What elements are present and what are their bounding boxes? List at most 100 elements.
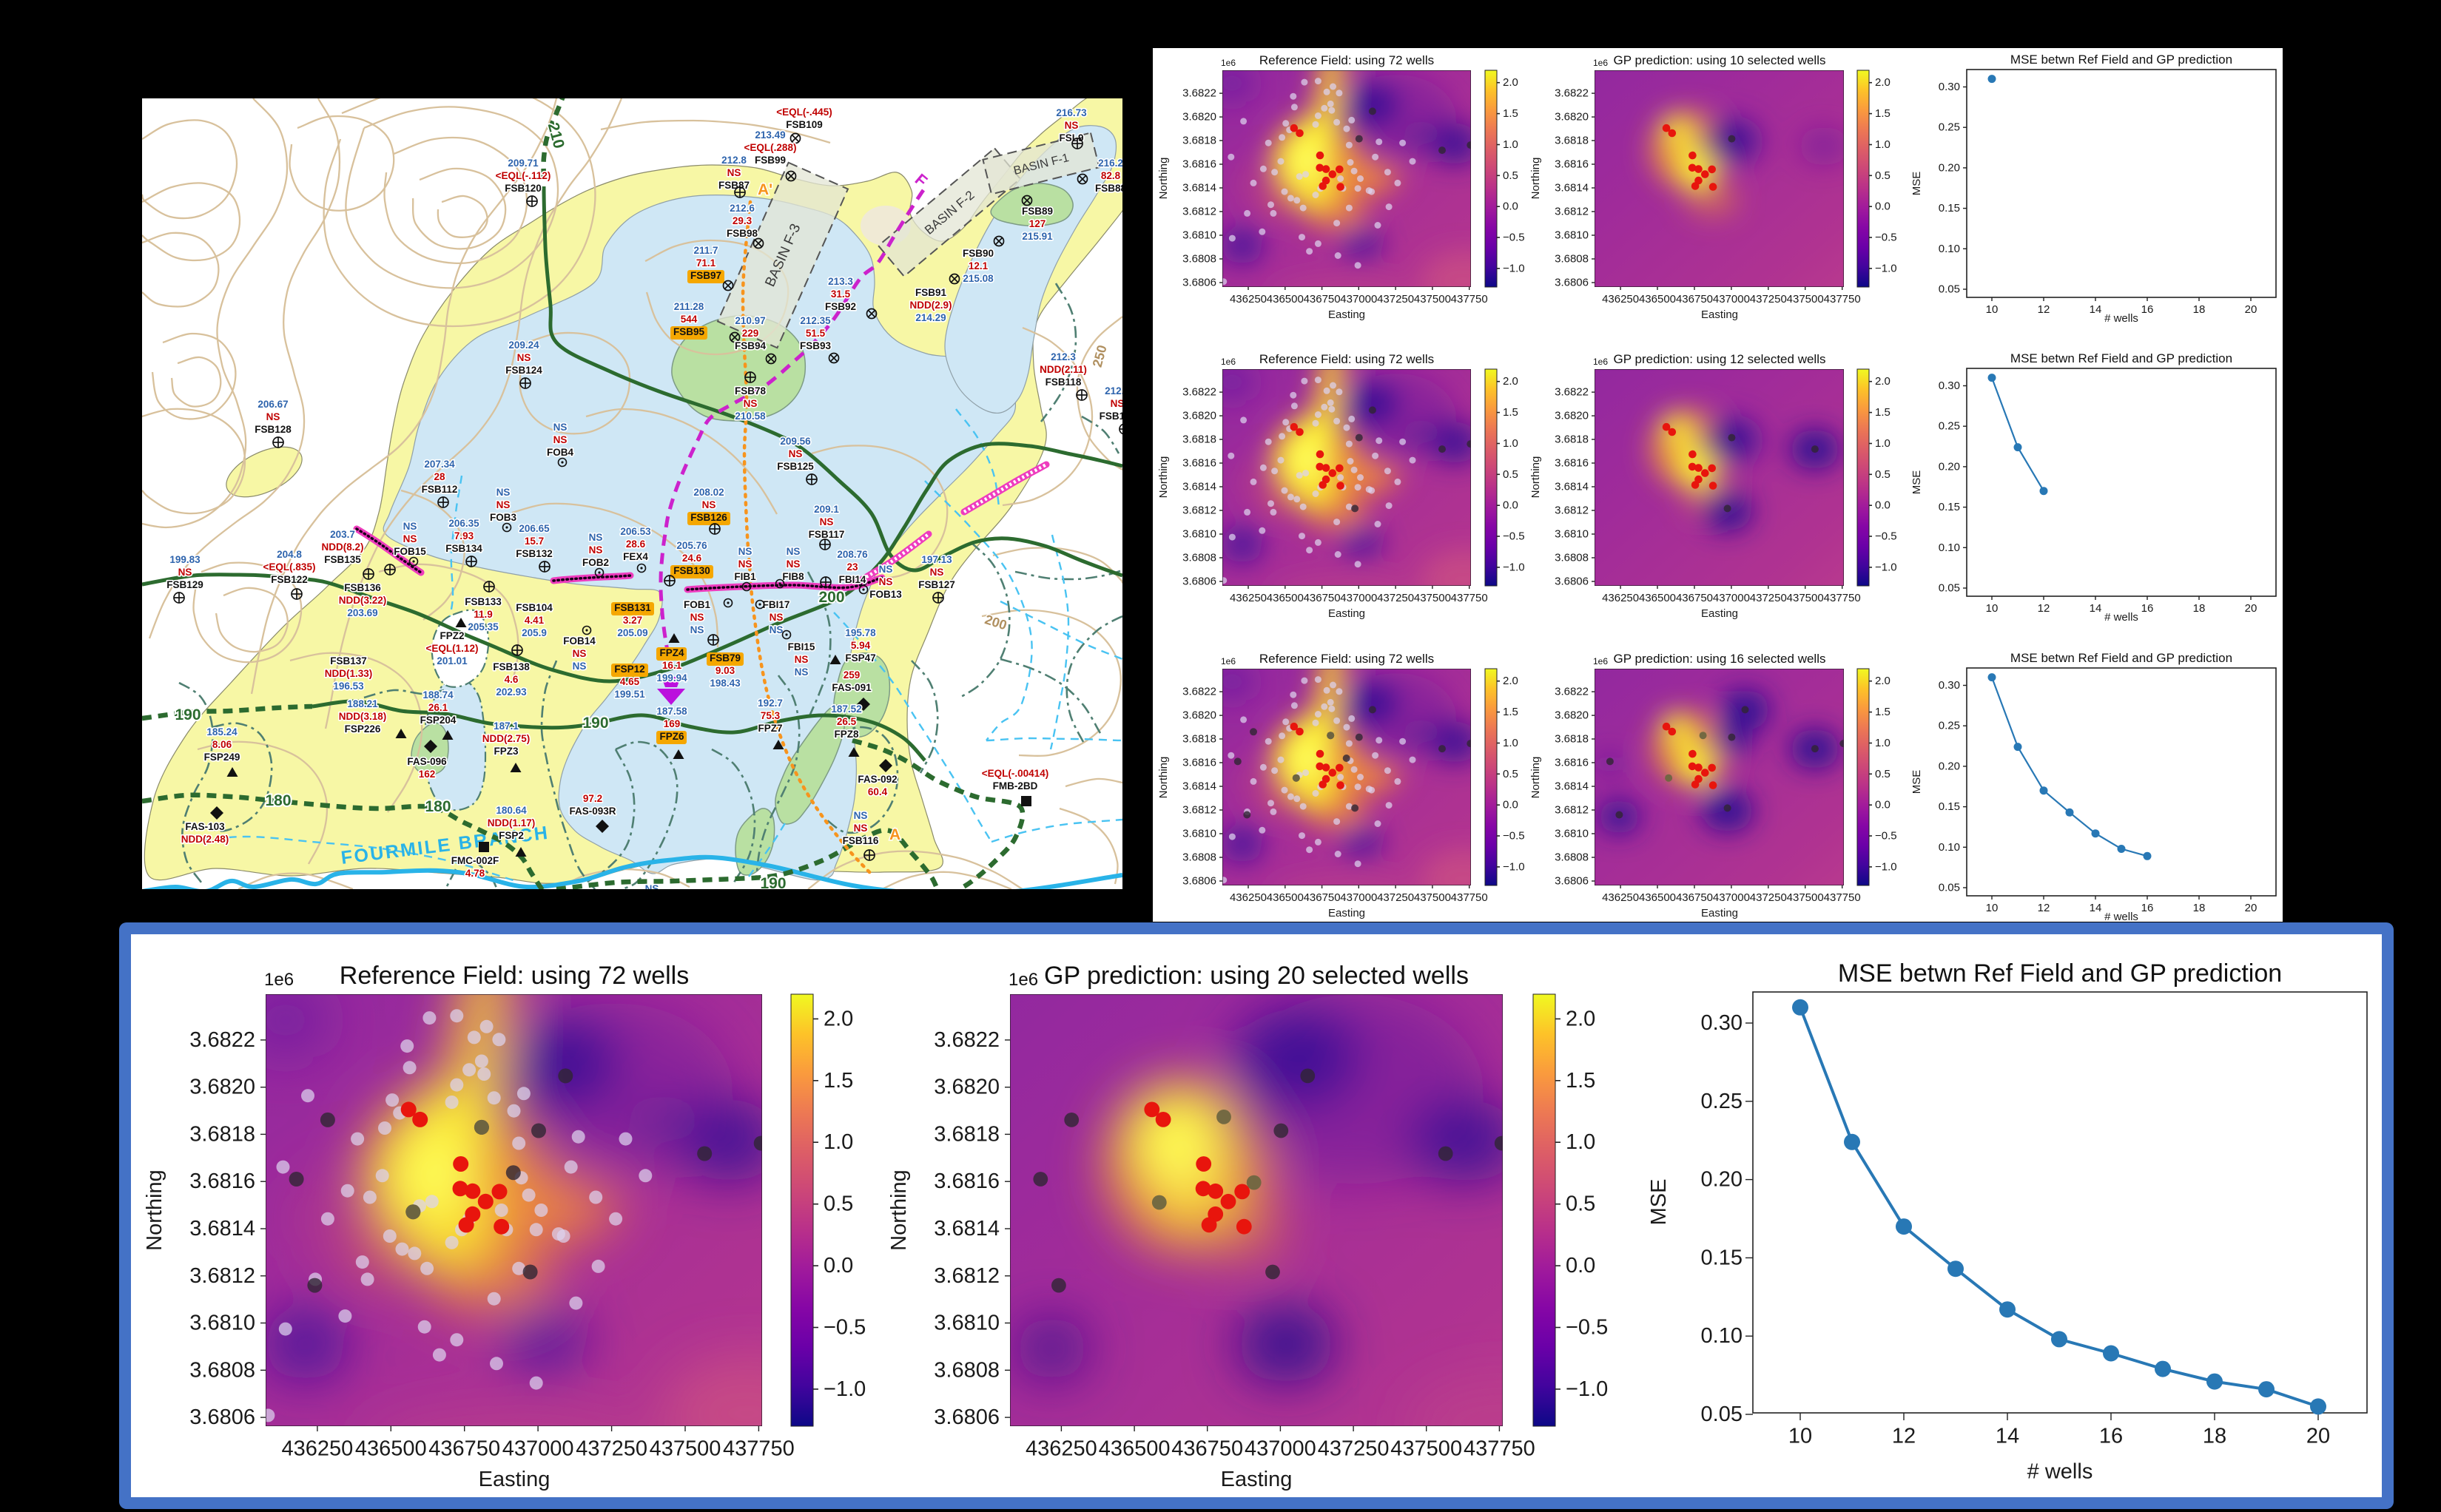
svg-text:3.6810: 3.6810 [1182, 229, 1216, 242]
svg-text:12.1: 12.1 [969, 260, 989, 271]
svg-text:3.6814: 3.6814 [189, 1217, 255, 1241]
svg-text:FSB97: FSB97 [690, 270, 721, 281]
svg-text:1.0: 1.0 [1875, 737, 1890, 749]
svg-text:FSB95: FSB95 [673, 326, 705, 337]
svg-text:1e6: 1e6 [1221, 357, 1236, 367]
svg-text:1e6: 1e6 [1221, 58, 1236, 68]
svg-text:1.0: 1.0 [1503, 138, 1518, 151]
svg-text:NS: NS [178, 567, 192, 578]
svg-text:437500: 437500 [1787, 891, 1824, 904]
svg-text:436750: 436750 [1304, 592, 1341, 604]
svg-text:Reference Field: using 72 well: Reference Field: using 72 wells [340, 962, 689, 990]
svg-text:FAS-096: FAS-096 [407, 756, 447, 767]
svg-text:2.0: 2.0 [1875, 375, 1890, 388]
svg-text:437750: 437750 [1824, 891, 1861, 904]
svg-text:437250: 437250 [1377, 891, 1414, 904]
svg-text:−0.5: −0.5 [1875, 232, 1897, 244]
svg-text:10: 10 [1986, 303, 1999, 316]
svg-text:437000: 437000 [1340, 592, 1377, 604]
svg-text:MSE: MSE [1910, 470, 1923, 495]
svg-text:188.21: 188.21 [347, 698, 378, 709]
svg-text:20: 20 [2245, 602, 2257, 615]
svg-text:FBI14: FBI14 [839, 574, 866, 585]
svg-text:NS: NS [789, 448, 803, 459]
svg-text:−0.5: −0.5 [824, 1316, 866, 1340]
svg-text:FOB14: FOB14 [563, 635, 596, 647]
svg-text:NDD(3.22): NDD(3.22) [339, 595, 387, 606]
svg-text:0.15: 0.15 [1939, 501, 1960, 513]
svg-text:11.9: 11.9 [474, 609, 493, 620]
svg-text:<EQL(.835): <EQL(.835) [263, 561, 316, 573]
svg-text:<EQL(-.112): <EQL(-.112) [496, 170, 551, 181]
svg-text:1.0: 1.0 [1503, 737, 1518, 749]
svg-text:3.6816: 3.6816 [934, 1170, 1000, 1193]
svg-text:FIB1: FIB1 [734, 571, 756, 582]
svg-text:NDD(1.33): NDD(1.33) [325, 668, 373, 679]
svg-text:0.0: 0.0 [1503, 499, 1518, 512]
svg-text:437750: 437750 [1824, 592, 1861, 604]
svg-text:3.6812: 3.6812 [1555, 504, 1589, 517]
svg-text:FSB93: FSB93 [800, 340, 832, 351]
svg-text:12: 12 [1892, 1425, 1916, 1448]
svg-text:192.7: 192.7 [758, 698, 783, 709]
svg-text:NS: NS [589, 544, 603, 556]
svg-text:FSL9: FSL9 [1059, 132, 1083, 144]
svg-text:NS: NS [930, 567, 944, 578]
svg-text:437750: 437750 [1451, 293, 1488, 306]
svg-text:3.6820: 3.6820 [934, 1076, 1000, 1099]
svg-text:NS: NS [854, 810, 868, 821]
svg-text:437000: 437000 [1245, 1437, 1316, 1461]
svg-text:FSB127: FSB127 [918, 579, 955, 590]
svg-text:0.5: 0.5 [1503, 768, 1518, 780]
svg-text:−0.5: −0.5 [1503, 830, 1525, 843]
svg-text:2.0: 2.0 [824, 1007, 853, 1030]
svg-text:0.25: 0.25 [1939, 420, 1960, 433]
svg-text:0.20: 0.20 [1939, 161, 1960, 174]
svg-text:FSB131: FSB131 [614, 602, 651, 613]
svg-text:436750: 436750 [428, 1437, 500, 1461]
svg-text:FSB116: FSB116 [843, 835, 879, 846]
svg-text:NS: NS [1065, 120, 1079, 131]
svg-text:−1.0: −1.0 [824, 1377, 866, 1401]
svg-text:Reference Field: using 72 well: Reference Field: using 72 wells [1259, 652, 1434, 666]
svg-text:Northing: Northing [143, 1170, 166, 1251]
svg-text:FSP47: FSP47 [845, 652, 875, 664]
svg-text:3.6814: 3.6814 [1182, 481, 1216, 493]
svg-text:−1.0: −1.0 [1503, 561, 1525, 573]
svg-text:3.6812: 3.6812 [1555, 804, 1589, 817]
svg-text:437750: 437750 [1451, 891, 1488, 904]
svg-text:206.67: 206.67 [257, 399, 288, 410]
svg-text:1e6: 1e6 [1593, 357, 1608, 367]
svg-text:8.06: 8.06 [212, 739, 232, 750]
svg-text:3.6808: 3.6808 [1182, 851, 1216, 864]
svg-text:210.58: 210.58 [735, 411, 766, 422]
svg-text:436500: 436500 [1267, 293, 1304, 306]
svg-text:<EQL(-.00414): <EQL(-.00414) [982, 768, 1048, 779]
svg-text:205.09: 205.09 [617, 627, 647, 638]
svg-text:3.6814: 3.6814 [1555, 182, 1589, 195]
svg-text:3.6810: 3.6810 [1182, 828, 1216, 840]
svg-text:−1.0: −1.0 [1503, 860, 1525, 873]
svg-text:3.6808: 3.6808 [934, 1358, 1000, 1382]
svg-text:180: 180 [265, 792, 291, 809]
svg-text:12: 12 [2038, 303, 2050, 316]
svg-text:3.6818: 3.6818 [1555, 135, 1589, 147]
svg-text:205.35: 205.35 [468, 621, 499, 632]
svg-text:NS: NS [787, 546, 801, 557]
svg-text:7.93: 7.93 [454, 530, 474, 541]
svg-text:212.35: 212.35 [800, 315, 831, 326]
svg-text:GP prediction: using 20 select: GP prediction: using 20 selected wells [1044, 962, 1469, 990]
svg-text:3.6814: 3.6814 [1182, 182, 1216, 195]
svg-text:3.6810: 3.6810 [1555, 828, 1589, 840]
svg-text:3.6816: 3.6816 [1182, 757, 1216, 769]
svg-text:Northing: Northing [1529, 158, 1542, 200]
svg-text:NS: NS [795, 654, 809, 665]
svg-text:FOB15: FOB15 [394, 546, 426, 557]
svg-text:215.08: 215.08 [963, 273, 994, 284]
svg-text:436500: 436500 [355, 1437, 427, 1461]
svg-text:215.91: 215.91 [1022, 231, 1053, 242]
svg-text:437000: 437000 [1713, 592, 1750, 604]
svg-text:3.6822: 3.6822 [1182, 686, 1216, 698]
svg-text:FSP249: FSP249 [204, 752, 240, 763]
svg-text:FSB119: FSB119 [1100, 411, 1122, 422]
